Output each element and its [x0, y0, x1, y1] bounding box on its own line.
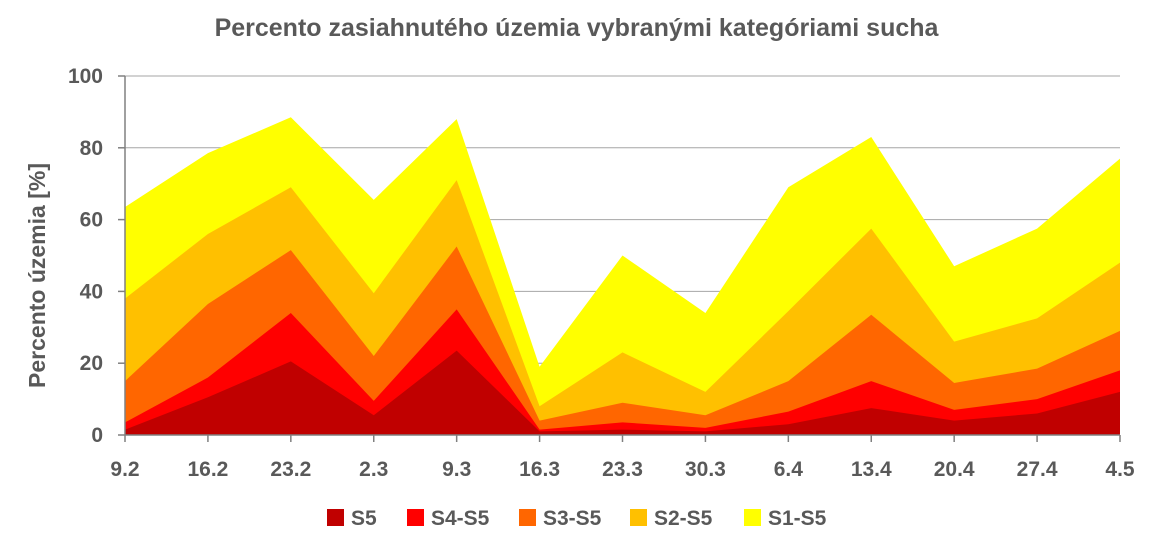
x-tick-label: 23.2 — [270, 458, 311, 481]
x-tick-label: 27.4 — [1017, 458, 1058, 481]
y-tick-label: 60 — [80, 209, 103, 232]
x-tick-label: 30.3 — [685, 458, 726, 481]
series-area-s4-s5 — [125, 309, 1120, 435]
x-tick-label: 2.3 — [359, 458, 388, 481]
legend-label-s3-s5: S3-S5 — [543, 507, 602, 530]
axes: 0 20 40 60 80 100 9.2 16.2 23.2 2.3 9.3 16.3 23.3 30.… — [24, 65, 1135, 481]
x-tick-label: 4.5 — [1105, 458, 1135, 481]
x-tick-label: 9.2 — [110, 458, 139, 481]
x-tick-label: 13.4 — [851, 458, 892, 481]
x-tick-label: 6.4 — [774, 458, 804, 481]
legend-swatch-s1-s5 — [744, 509, 761, 526]
legend-label-s5: S5 — [351, 507, 377, 530]
legend-swatch-s4-s5 — [407, 509, 424, 526]
y-tick-label: 80 — [80, 137, 103, 160]
x-tick-label: 9.3 — [442, 458, 471, 481]
y-tick-label: 100 — [68, 65, 103, 88]
y-tick-label: 0 — [91, 424, 103, 447]
x-tick-label: 16.2 — [187, 458, 228, 481]
series-area-s5 — [125, 350, 1120, 435]
legend: S5 S4-S5 S3-S5 S2-S5 S1-S5 — [327, 507, 827, 530]
legend-label-s4-s5: S4-S5 — [431, 507, 490, 530]
y-axis-title: Percento územia [%] — [24, 163, 50, 388]
plot-area — [125, 117, 1120, 435]
y-tick-label: 20 — [80, 352, 103, 375]
legend-swatch-s3-s5 — [519, 509, 536, 526]
legend-label-s2-s5: S2-S5 — [654, 507, 713, 530]
legend-swatch-s2-s5 — [630, 509, 647, 526]
x-tick-label: 16.3 — [519, 458, 560, 481]
x-tick-label: 20.4 — [934, 458, 975, 481]
chart-title: Percento zasiahnutého územia vybranými k… — [214, 14, 939, 42]
legend-label-s1-s5: S1-S5 — [768, 507, 827, 530]
x-tick-label: 23.3 — [602, 458, 643, 481]
legend-swatch-s5 — [327, 509, 344, 526]
y-tick-label: 40 — [80, 280, 103, 303]
